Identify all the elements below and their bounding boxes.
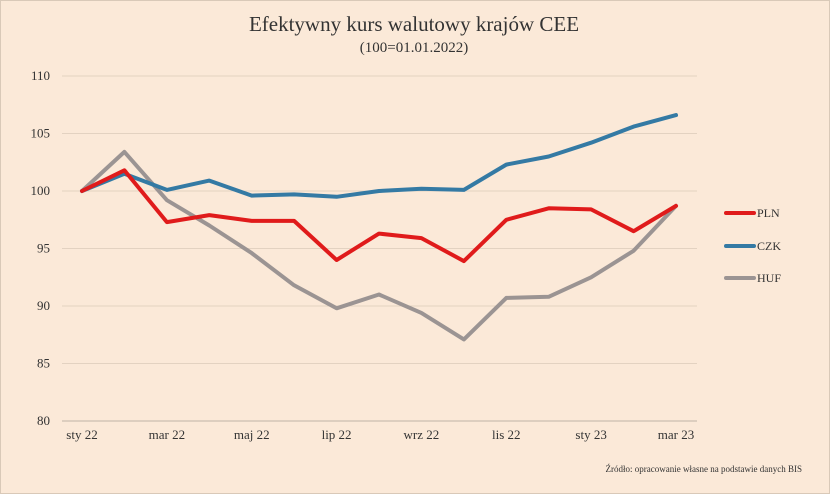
data-point-czk <box>335 195 339 199</box>
data-point-czk <box>165 188 169 192</box>
data-point-pln <box>250 219 254 223</box>
data-point-huf <box>462 337 466 341</box>
data-point-huf <box>292 283 296 287</box>
legend-label-huf: HUF <box>757 271 781 285</box>
data-point-pln <box>165 220 169 224</box>
data-point-huf <box>207 224 211 227</box>
data-point-czk <box>504 163 508 167</box>
data-point-pln <box>207 213 211 217</box>
x-tick-label: lis 22 <box>492 427 521 442</box>
data-point-huf <box>504 296 508 300</box>
data-point-czk <box>250 194 254 198</box>
y-tick-label: 100 <box>31 183 51 198</box>
data-point-huf <box>165 198 169 202</box>
y-tick-label: 105 <box>31 126 51 141</box>
x-tick-label: mar 22 <box>149 427 185 442</box>
data-point-pln <box>419 236 423 240</box>
data-point-huf <box>377 293 381 296</box>
y-tick-label: 90 <box>37 298 50 313</box>
series-line-czk <box>80 113 678 199</box>
legend-label-czk: CZK <box>757 239 781 253</box>
data-point-czk <box>547 155 551 158</box>
x-tick-label: wrz 22 <box>404 427 440 442</box>
data-point-pln <box>122 168 126 172</box>
y-tick-label: 85 <box>37 356 50 371</box>
data-point-czk <box>462 188 466 192</box>
data-point-czk <box>589 141 593 145</box>
grid-layer: 80 85 90 95 100 105 110 sty 22 mar 22 maj 22 lip 2… <box>31 68 697 442</box>
series-layer <box>80 113 678 342</box>
data-point-pln <box>80 189 84 193</box>
data-point-czk <box>419 187 423 191</box>
data-point-czk <box>207 179 211 183</box>
chart-title: Efektywny kurs walutowy krajów CEE <box>249 12 579 36</box>
data-point-huf <box>250 251 254 255</box>
series-line-pln <box>80 168 678 264</box>
data-point-pln <box>589 207 593 211</box>
y-tick-label: 95 <box>37 241 50 256</box>
data-point-czk <box>674 113 678 117</box>
data-point-pln <box>632 229 636 233</box>
series-line-huf <box>80 149 678 342</box>
x-tick-label: mar 23 <box>658 427 694 442</box>
data-point-czk <box>377 189 381 193</box>
data-point-czk <box>292 192 296 196</box>
data-point-huf <box>632 249 636 253</box>
data-point-huf <box>589 275 593 279</box>
data-point-pln <box>292 219 296 223</box>
data-point-pln <box>547 206 551 210</box>
legend: PLN CZK HUF <box>724 206 781 285</box>
data-point-pln <box>377 232 381 236</box>
data-point-czk <box>632 125 636 129</box>
y-tick-label: 80 <box>37 413 50 428</box>
data-point-huf <box>335 306 339 310</box>
data-point-pln <box>462 259 466 263</box>
y-tick-label: 110 <box>31 68 50 83</box>
chart-subtitle: (100=01.01.2022) <box>360 40 468 56</box>
data-point-pln <box>674 204 678 208</box>
data-point-huf <box>547 295 551 299</box>
x-tick-label: lip 22 <box>322 427 352 442</box>
x-tick-label: maj 22 <box>234 427 270 442</box>
legend-label-pln: PLN <box>757 206 780 220</box>
data-point-huf <box>122 150 126 154</box>
data-point-huf <box>419 311 423 315</box>
x-tick-label: sty 22 <box>66 427 97 442</box>
source-note: Źródło: opracowanie własne na podstawie … <box>606 464 802 474</box>
data-point-pln <box>335 258 339 262</box>
x-tick-label: sty 23 <box>575 427 606 442</box>
data-point-pln <box>504 218 508 222</box>
